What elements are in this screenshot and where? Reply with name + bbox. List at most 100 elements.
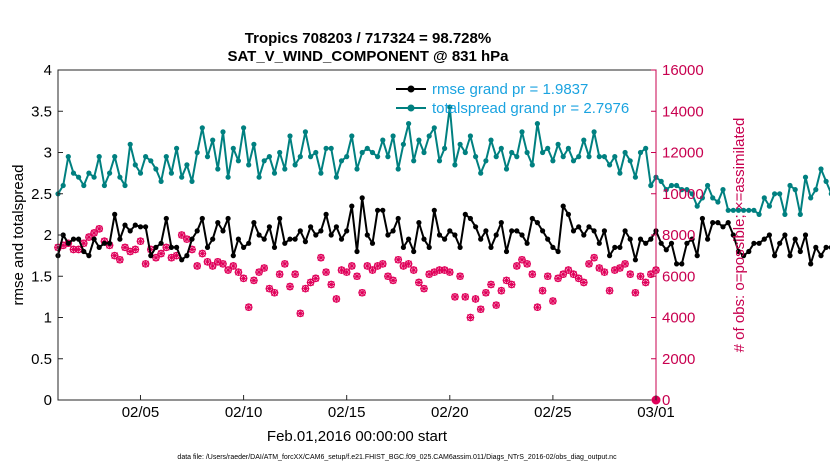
totalspread-point — [705, 182, 711, 189]
totalspread-point — [576, 154, 582, 160]
obs-point — [90, 229, 98, 237]
rmse-point — [184, 253, 190, 259]
obs-point — [456, 272, 464, 281]
rmse-point — [251, 220, 257, 226]
x-tick-label: 03/01 — [637, 404, 675, 421]
rmse-point — [751, 240, 757, 246]
rmse-point — [220, 228, 226, 234]
totalspread-point — [756, 211, 762, 217]
obs-point — [590, 253, 598, 262]
obs-point — [554, 274, 562, 283]
totalspread-point — [802, 174, 809, 180]
rmse-point — [235, 236, 241, 242]
obs-point — [497, 286, 506, 295]
obs-point — [208, 262, 217, 270]
totalspread-point — [163, 154, 169, 160]
x-tick-label: 02/20 — [431, 404, 469, 421]
rmse-point — [658, 240, 664, 246]
totalspread-point — [76, 174, 82, 180]
totalspread-point — [60, 182, 66, 189]
rmse-point — [390, 228, 396, 234]
totalspread-point — [622, 149, 628, 156]
rmse-point — [761, 236, 767, 242]
rmse-point — [354, 248, 360, 255]
totalspread-point — [452, 162, 458, 168]
chart-subtitle: SAT_V_WIND_COMPONENT @ 831 hPa — [227, 48, 509, 65]
rmse-point — [601, 228, 608, 234]
obs-point — [203, 258, 212, 266]
rmse-point — [622, 228, 628, 234]
rmse-point — [668, 240, 675, 246]
obs-point — [121, 243, 129, 252]
totalspread-point — [462, 149, 468, 156]
rmse-point — [442, 236, 448, 242]
rmse-point — [112, 211, 118, 217]
x-tick-label: 02/15 — [328, 404, 366, 421]
totalspread-point — [797, 211, 803, 217]
totalspread-point — [663, 187, 669, 193]
obs-point — [564, 266, 573, 274]
totalspread-point — [287, 133, 293, 139]
obs-point — [507, 280, 516, 289]
rmse-point — [488, 244, 494, 250]
rmse-point — [204, 244, 211, 250]
obs-point — [255, 268, 263, 276]
totalspread-point — [679, 187, 685, 193]
rmse-point — [808, 261, 814, 267]
y-tick-label: 1.5 — [31, 268, 52, 285]
totalspread-point — [689, 191, 695, 197]
rmse-point — [545, 236, 551, 242]
totalspread-point — [364, 145, 370, 151]
rmse-point — [385, 232, 391, 238]
legend-spread-marker — [407, 104, 415, 112]
rmse-point — [70, 236, 77, 242]
rmse-point — [710, 220, 716, 226]
totalspread-point — [302, 129, 308, 135]
totalspread-point — [436, 158, 443, 164]
rmse-point — [436, 232, 443, 238]
rmse-point — [627, 236, 633, 242]
rmse-point — [328, 232, 334, 238]
obs-point — [559, 270, 568, 278]
legend-spread-label: totalspread grand pr = 2.7976 — [432, 100, 629, 117]
totalspread-point — [86, 170, 92, 176]
rmse-point — [148, 253, 154, 259]
rmse-point — [271, 244, 278, 250]
obs-point — [224, 266, 232, 274]
y2-tick-label: 4000 — [662, 310, 695, 327]
obs-point — [291, 270, 299, 278]
obs-point — [384, 272, 392, 281]
y2-tick-label: 14000 — [662, 103, 704, 120]
totalspread-point — [632, 174, 639, 180]
y2-axis-label: # of obs: o=possible; ×=assimilated — [731, 118, 748, 353]
totalspread-point — [117, 174, 123, 180]
totalspread-point — [153, 166, 159, 172]
totalspread-point — [96, 154, 102, 160]
totalspread-point — [777, 191, 783, 197]
rmse-point — [797, 248, 803, 255]
totalspread-point — [390, 133, 396, 139]
rmse-point — [158, 240, 164, 246]
obs-point — [404, 260, 413, 268]
obs-point — [492, 301, 500, 309]
totalspread-point — [823, 178, 829, 184]
rmse-point — [777, 240, 783, 246]
obs-point — [348, 262, 356, 270]
rmse-point — [60, 232, 66, 238]
obs-point — [177, 231, 186, 239]
obs-point — [229, 262, 238, 270]
rmse-point — [338, 236, 345, 242]
obs-point — [394, 255, 403, 264]
obs-point — [466, 313, 475, 322]
totalspread-point — [406, 121, 412, 127]
rmse-point — [823, 244, 829, 250]
rmse-point — [612, 244, 618, 250]
totalspread-point — [483, 158, 489, 164]
totalspread-point — [349, 133, 355, 139]
totalspread-point — [359, 149, 365, 156]
obs-point — [301, 284, 310, 293]
rmse-point — [607, 253, 613, 259]
totalspread-point — [400, 141, 406, 147]
rmse-point — [617, 244, 623, 250]
rmse-point — [65, 240, 71, 246]
